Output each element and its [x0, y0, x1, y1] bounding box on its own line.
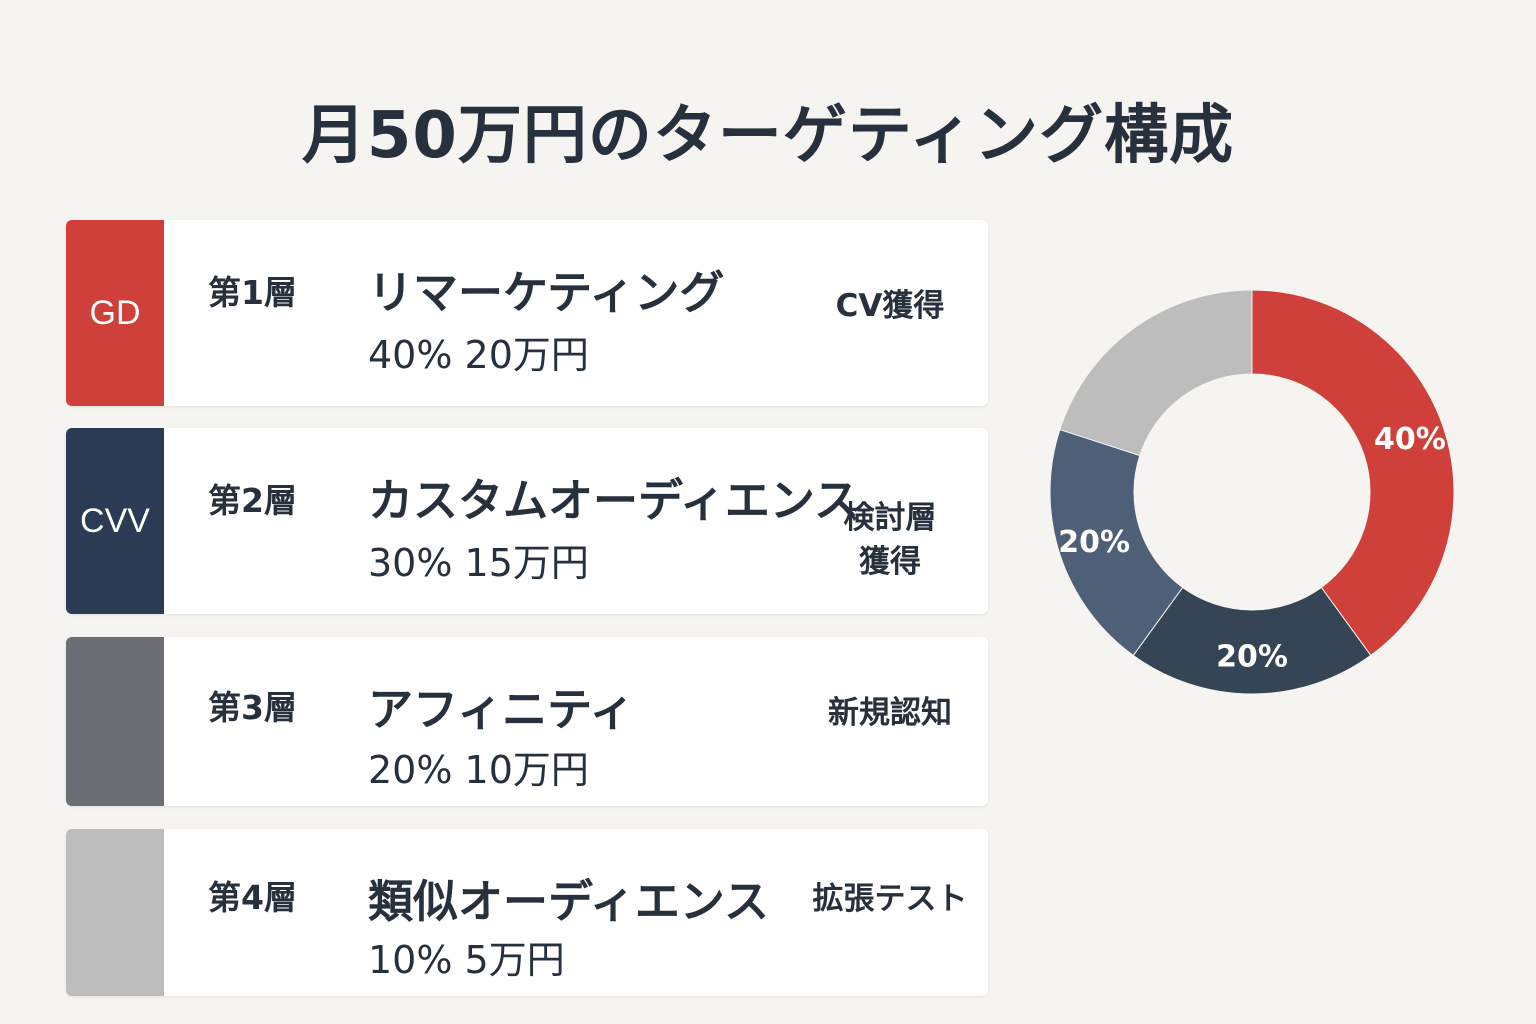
donut-slice-4 — [1059, 289, 1253, 457]
donut-slice-label-1: 40% — [1374, 422, 1446, 457]
tier-card-4: 第4層 類似オーディエンス 10% 5万円 拡張テスト — [66, 829, 988, 996]
tier-purpose-3: 新規認知 — [828, 695, 952, 731]
tier-badge-2: CVV — [66, 428, 164, 614]
donut-slice-1 — [1251, 289, 1455, 657]
page-title: 月50万円のターゲティング構成 — [301, 99, 1235, 173]
tier-badge-1: GD — [66, 220, 164, 406]
tier-purpose-1: CV獲得 — [835, 288, 945, 324]
tier-layer-label-4: 第4層 — [208, 878, 297, 917]
tier-amount-4: 10% 5万円 — [368, 938, 565, 982]
tier-card-2: CVV 第2層 カスタムオーディエンス 30% 15万円 検討層 獲得 — [66, 428, 988, 614]
tier-name-1: リマーケティング — [368, 266, 725, 319]
donut-slice-label-3: 20% — [1058, 525, 1130, 560]
tier-name-4: 類似オーディエンス — [368, 875, 769, 928]
tier-amount-3: 20% 10万円 — [368, 748, 589, 792]
tier-layer-label-1: 第1層 — [208, 273, 297, 312]
donut-slice-3 — [1049, 428, 1184, 657]
tier-layer-label-3: 第3層 — [208, 688, 297, 727]
tier-badge-3 — [66, 637, 164, 806]
tier-purpose-2: 検討層 獲得 — [843, 500, 937, 580]
donut-slice-label-2: 20% — [1216, 640, 1288, 675]
donut-slice-2 — [1132, 586, 1372, 695]
tier-purpose-4: 拡張テスト — [812, 881, 968, 917]
tier-name-3: アフィニティ — [368, 683, 635, 736]
tier-card-3: 第3層 アフィニティ 20% 10万円 新規認知 — [66, 637, 988, 806]
tier-amount-1: 40% 20万円 — [368, 333, 589, 377]
tier-amount-2: 30% 15万円 — [368, 541, 589, 585]
donut-chart: 40% 20% 20% — [1049, 289, 1455, 695]
tier-badge-4 — [66, 829, 164, 996]
tier-card-1: GD 第1層 リマーケティング 40% 20万円 CV獲得 — [66, 220, 988, 406]
tier-layer-label-2: 第2層 — [208, 481, 297, 520]
tier-name-2: カスタムオーディエンス — [368, 474, 859, 527]
